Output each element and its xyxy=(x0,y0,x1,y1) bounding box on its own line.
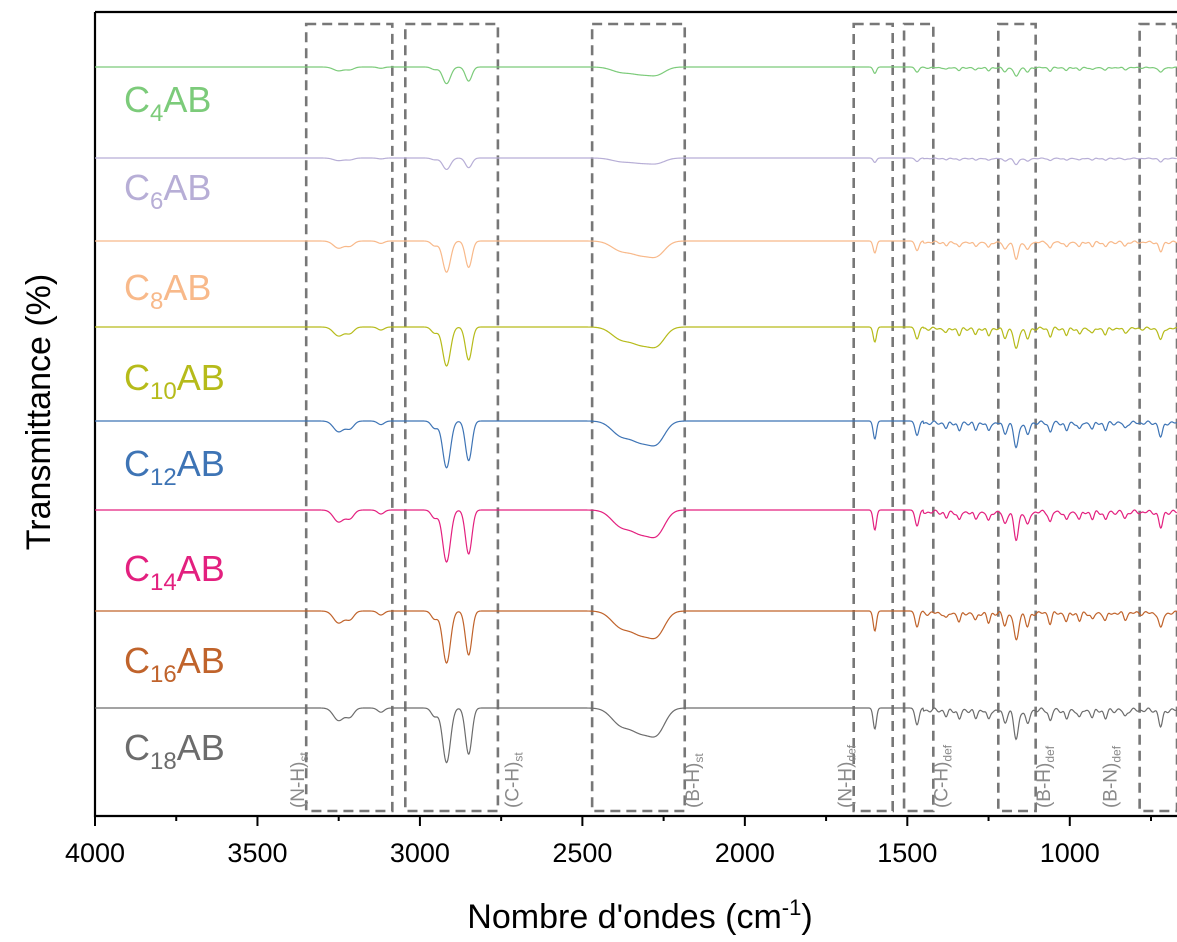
x-axis-label-close: ) xyxy=(801,898,812,936)
region-box xyxy=(902,22,935,813)
spectrum-line xyxy=(95,326,1177,367)
spectrum-line xyxy=(95,420,1177,469)
region-label: (B-N)def xyxy=(1100,745,1123,808)
region-label: (C-H)st xyxy=(503,752,526,808)
region-box xyxy=(404,22,500,813)
region-label: (N-H)st xyxy=(288,752,311,808)
x-axis-label-main: Nombre d'ondes (cm xyxy=(467,898,782,936)
x-axis: 4000 3500 3000 2500 2000 1500 1000 xyxy=(65,816,1153,868)
x-axis-label-sup: -1 xyxy=(782,895,802,920)
region-label: (B-H)st xyxy=(683,753,706,808)
spectrum-line xyxy=(95,240,1177,273)
region-label: (B-H)def xyxy=(1034,745,1057,808)
spectrum-line xyxy=(95,509,1177,563)
spectrum-line xyxy=(95,66,1177,85)
region-label: (C-H)def xyxy=(931,744,954,808)
x-tick-label: 4000 xyxy=(65,838,125,868)
series-label: C16AB xyxy=(124,640,225,688)
x-tick-label: 3500 xyxy=(227,838,287,868)
x-tick-label: 1500 xyxy=(877,838,937,868)
series-label: C12AB xyxy=(124,443,225,491)
x-tick-label: 2500 xyxy=(552,838,612,868)
series-label: C4AB xyxy=(124,79,211,127)
region-boxes: (N-H)st (C-H)st (B-H)st (N-H)def (C-H)def (B-… xyxy=(288,22,1177,813)
x-tick-label: 1000 xyxy=(1040,838,1100,868)
region-box xyxy=(304,22,394,813)
x-axis-label: Nombre d'ondes (cm-1) xyxy=(467,895,812,936)
series-label: C14AB xyxy=(124,548,225,596)
region-box xyxy=(996,22,1037,813)
axes-lines xyxy=(93,12,1177,818)
y-axis-label: Transmittance (%) xyxy=(20,274,58,550)
series-label: C18AB xyxy=(124,727,225,775)
region-box xyxy=(852,22,894,813)
region-label: (N-H)def xyxy=(836,744,859,808)
series-label: C10AB xyxy=(124,357,225,405)
series-label: C6AB xyxy=(124,167,211,215)
spectrum-line xyxy=(95,610,1177,664)
plot-frame xyxy=(93,10,1177,818)
series-labels: C4AB C6AB C8AB C10AB C12AB C14AB C16AB C18AB xyxy=(124,79,225,775)
series-label: C8AB xyxy=(124,267,211,315)
region-box xyxy=(1138,22,1177,813)
spectrum-line xyxy=(95,707,1177,764)
spectrum-line xyxy=(95,157,1177,171)
x-tick-label: 3000 xyxy=(390,838,450,868)
region-box xyxy=(590,22,687,813)
spectra-traces xyxy=(95,66,1177,764)
x-tick-label: 2000 xyxy=(715,838,775,868)
